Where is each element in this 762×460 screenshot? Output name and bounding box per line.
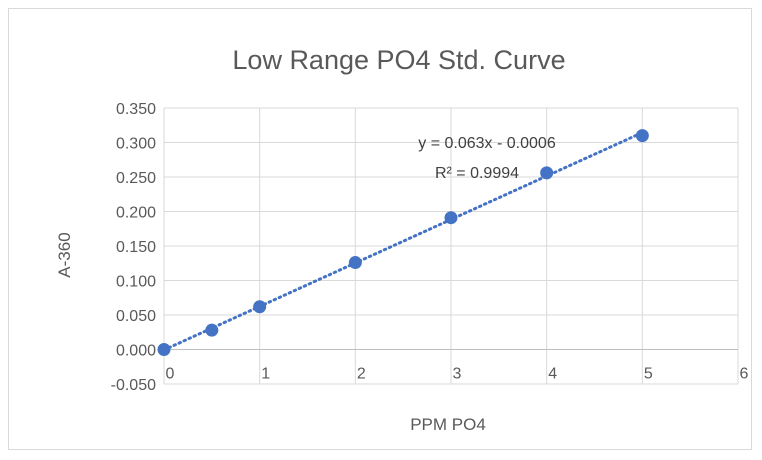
y-tick-label: 0.050 [116,308,156,325]
trendline-layer [162,131,644,352]
x-tick-label: 0 [166,366,175,383]
trendline-r-squared: R² = 0.9994 [435,165,519,182]
y-tick-label: 0.150 [116,239,156,256]
y-tick-label: -0.050 [111,377,156,394]
data-point [205,323,219,337]
x-tick-label: 1 [261,366,270,383]
y-tick-label: 0.100 [116,274,156,291]
x-tick-label: 5 [644,366,653,383]
x-tick-label: 2 [357,366,366,383]
scatter-chart: Low Range PO4 Std. Curve -0.050 0.000 0.05… [55,45,749,434]
x-tick-label: 6 [740,366,749,383]
x-tick-label: 4 [548,366,557,383]
y-tick-label: 0.200 [116,205,156,222]
data-point [348,256,362,270]
data-point [444,211,458,225]
data-point [540,166,554,180]
y-axis-tick-labels: -0.050 0.000 0.050 0.100 0.150 0.200 0.250 0.30… [111,101,156,394]
chart-title: Low Range PO4 Std. Curve [232,45,565,75]
y-tick-label: 0.350 [116,101,156,118]
x-axis-title: PPM PO4 [410,415,486,434]
x-axis-tick-labels: 0 1 2 3 4 5 6 [166,366,749,383]
x-tick-label: 3 [453,366,462,383]
data-point [635,129,649,143]
y-tick-label: 0.000 [116,343,156,360]
linear-trendline [162,131,644,352]
trendline-equation: y = 0.063x - 0.0006 [418,135,556,152]
data-point [157,343,171,356]
y-tick-label: 0.250 [116,170,156,187]
data-points [157,129,649,356]
y-tick-label: 0.300 [116,136,156,153]
chart-area: Low Range PO4 Std. Curve -0.050 0.000 0.05… [8,8,752,450]
data-point [253,300,267,314]
y-axis-title: A-360 [55,232,74,277]
